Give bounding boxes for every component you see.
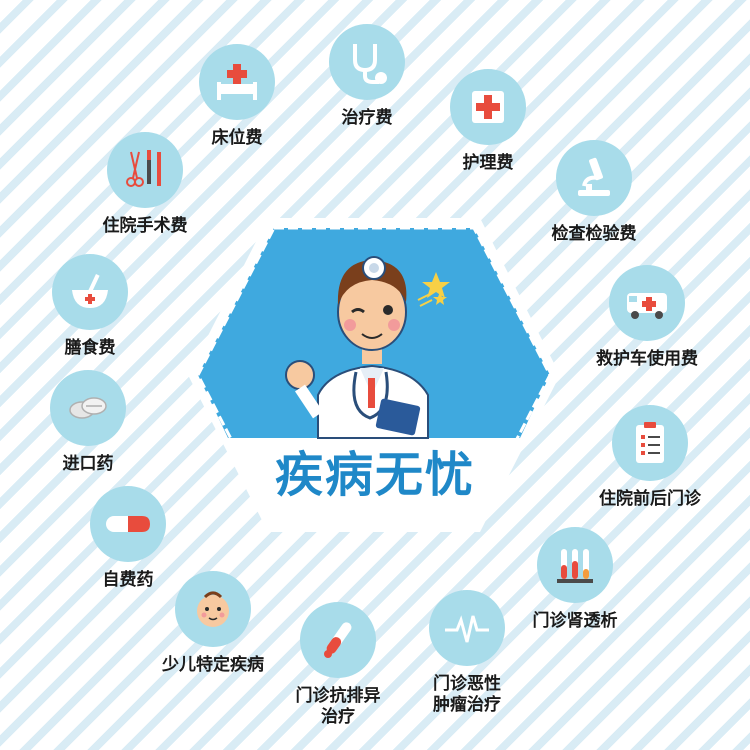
item-circle: [50, 370, 126, 446]
item-circle: [429, 590, 505, 666]
item-label: 检查检验费: [551, 224, 637, 244]
surgical-tools-icon: [126, 150, 161, 187]
first-aid-cross-icon: [472, 91, 504, 123]
ecg-pulse-icon: [445, 615, 489, 643]
blood-test-tube-icon: [324, 622, 352, 658]
item-circle: [300, 602, 376, 678]
item-circle: [90, 486, 166, 562]
item-label: 门诊恶性 肿瘤治疗: [387, 674, 547, 716]
center-title: 疾病无忧: [274, 447, 475, 503]
item-label: 床位费: [211, 128, 263, 148]
item-label: 救护车使用费: [596, 349, 698, 369]
item-label: 进口药: [62, 454, 114, 474]
item-circle: [107, 132, 183, 208]
item-circle: [609, 265, 685, 341]
capsule-icon: [106, 516, 150, 532]
baby-face-icon: [197, 591, 229, 627]
item-label: 住院手术费: [102, 216, 188, 236]
pills-icon: [69, 397, 107, 419]
hospital-bed-icon: [217, 64, 257, 100]
item-label: 膳食费: [64, 338, 116, 358]
item-circle: [450, 69, 526, 145]
item-label: 门诊肾透析: [532, 611, 618, 631]
test-tubes-icon: [557, 549, 593, 583]
item-circle: [537, 527, 613, 603]
doctor-illustration: [285, 256, 450, 439]
item-circle: [52, 254, 128, 330]
item-circle: [175, 571, 251, 647]
item-circle: [329, 24, 405, 100]
item-label: 少儿特定疾病: [162, 655, 264, 675]
stethoscope-icon: [353, 44, 387, 84]
item-label: 自费药: [102, 570, 154, 590]
ambulance-icon: [627, 293, 667, 319]
item-circle: [612, 405, 688, 481]
item-label-line1: 门诊恶性: [433, 674, 501, 694]
item-label-line2: 肿瘤治疗: [433, 695, 501, 715]
item-label: 住院前后门诊: [599, 489, 701, 509]
item-label-line2: 治疗: [321, 707, 355, 727]
item-label: 护理费: [462, 153, 514, 173]
item-label-line1: 门诊抗排异: [295, 686, 381, 706]
item-label: 门诊抗排异 治疗: [258, 686, 418, 728]
meal-bowl-icon: [72, 273, 108, 308]
item-circle: [199, 44, 275, 120]
item-circle: [556, 140, 632, 216]
item-label: 治疗费: [341, 108, 393, 128]
microscope-icon: [578, 157, 610, 196]
clipboard-checklist-icon: [636, 422, 664, 463]
